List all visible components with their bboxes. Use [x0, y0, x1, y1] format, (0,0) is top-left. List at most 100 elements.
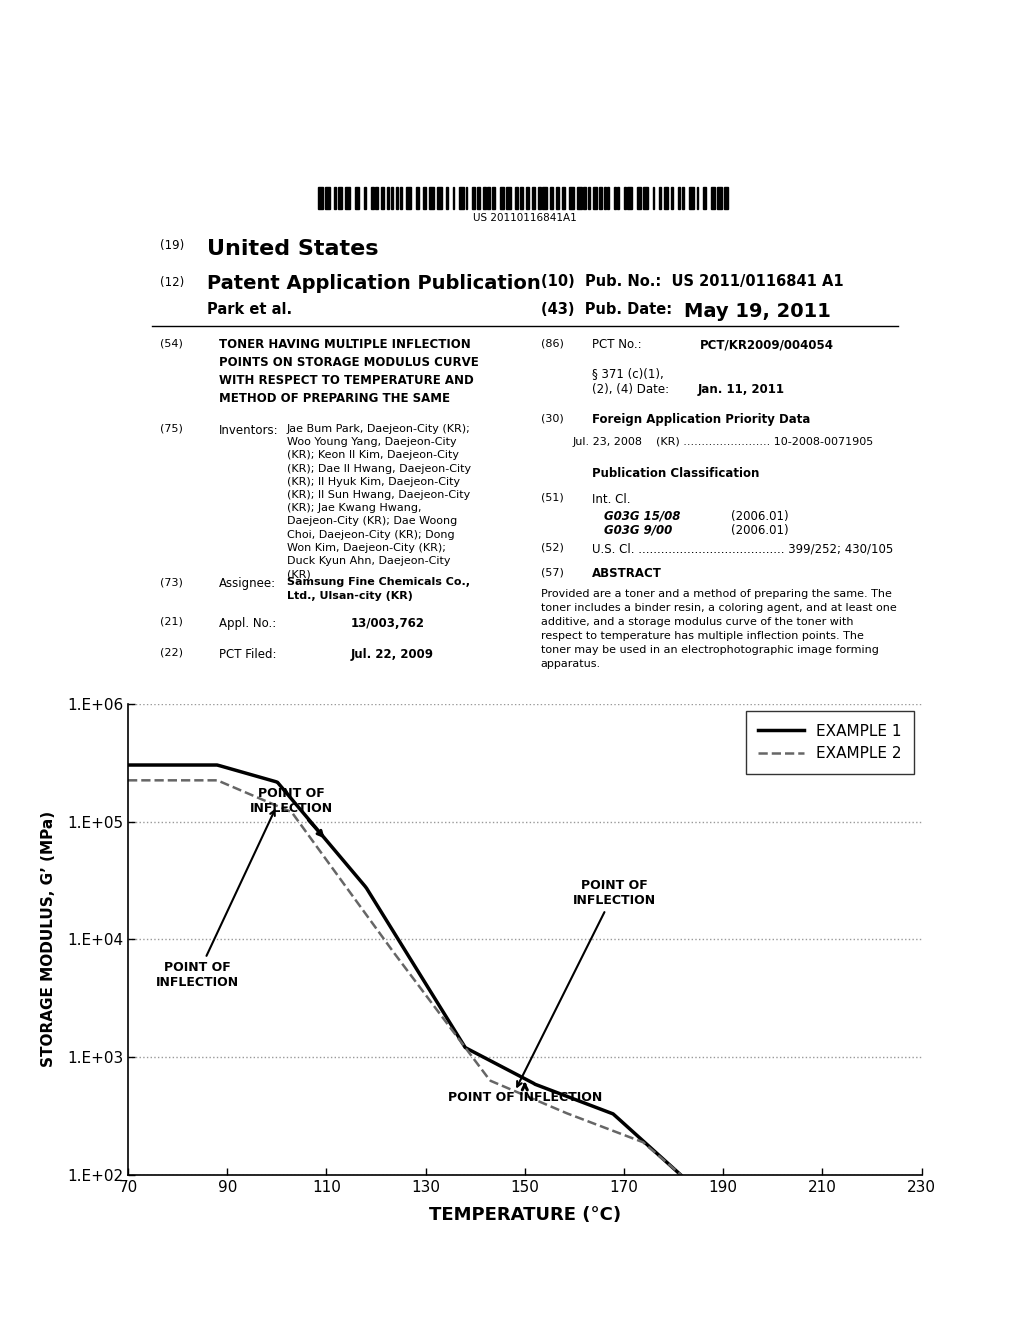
Text: United States: United States — [207, 239, 379, 259]
Bar — [520, 187, 523, 209]
Text: G03G 15/08: G03G 15/08 — [604, 510, 681, 523]
Bar — [689, 187, 693, 209]
Text: Jan. 11, 2011: Jan. 11, 2011 — [697, 383, 784, 396]
Bar — [487, 187, 490, 209]
EXAMPLE 2 — [499, 1078, 511, 1094]
Bar — [637, 187, 641, 209]
Bar — [599, 187, 602, 209]
Bar — [531, 187, 535, 209]
Text: POINT OF
INFLECTION: POINT OF INFLECTION — [250, 787, 333, 836]
Bar — [453, 187, 455, 209]
Bar — [550, 187, 553, 209]
EXAMPLE 2 — [504, 1081, 516, 1097]
Bar — [423, 187, 426, 209]
Text: Park et al.: Park et al. — [207, 301, 293, 317]
EXAMPLE 1 — [499, 1060, 511, 1076]
Bar — [437, 187, 441, 209]
Text: (43)  Pub. Date:: (43) Pub. Date: — [541, 301, 672, 317]
Text: PCT Filed:: PCT Filed: — [219, 648, 276, 661]
Bar — [387, 187, 389, 209]
EXAMPLE 1 — [915, 1234, 928, 1250]
EXAMPLE 1 — [551, 1085, 563, 1101]
Bar — [659, 187, 660, 209]
X-axis label: TEMPERATURE (°C): TEMPERATURE (°C) — [429, 1205, 621, 1224]
Bar — [381, 187, 384, 209]
Bar — [569, 187, 574, 209]
Text: U.S. Cl. ....................................... 399/252; 430/105: U.S. Cl. ...............................… — [592, 543, 894, 556]
Text: (75): (75) — [160, 424, 182, 434]
Bar — [492, 187, 495, 209]
Bar — [334, 187, 336, 209]
Text: (2006.01): (2006.01) — [731, 524, 788, 537]
Text: (12): (12) — [160, 276, 184, 289]
Text: (73): (73) — [160, 577, 182, 587]
Bar — [338, 187, 342, 209]
Bar — [577, 187, 582, 209]
Text: (2006.01): (2006.01) — [731, 510, 788, 523]
Bar — [400, 187, 401, 209]
Bar — [652, 187, 654, 209]
Line: EXAMPLE 1: EXAMPLE 1 — [128, 766, 922, 1242]
Text: (54): (54) — [160, 338, 182, 348]
Bar — [446, 187, 449, 209]
Text: (21): (21) — [160, 616, 182, 627]
Y-axis label: STORAGE MODULUS, G’ (MPa): STORAGE MODULUS, G’ (MPa) — [41, 812, 55, 1068]
EXAMPLE 2 — [915, 1249, 928, 1265]
Bar — [614, 187, 615, 209]
Bar — [624, 187, 626, 209]
Text: (57): (57) — [541, 568, 563, 577]
Bar — [429, 187, 434, 209]
Bar — [416, 187, 419, 209]
Text: (19): (19) — [160, 239, 184, 252]
Bar — [678, 187, 680, 209]
Bar — [515, 187, 518, 209]
Text: Inventors:: Inventors: — [219, 424, 279, 437]
Text: US 20110116841A1: US 20110116841A1 — [473, 213, 577, 223]
Bar — [664, 187, 669, 209]
Text: (52): (52) — [541, 543, 563, 553]
Text: Jae Bum Park, Daejeon-City (KR);
Woo Young Yang, Daejeon-City
(KR); Keon Il Kim,: Jae Bum Park, Daejeon-City (KR); Woo You… — [287, 424, 471, 579]
Bar — [696, 187, 698, 209]
Bar — [724, 187, 728, 209]
Bar — [682, 187, 684, 209]
Bar — [562, 187, 564, 209]
Text: (10)  Pub. No.:  US 2011/0116841 A1: (10) Pub. No.: US 2011/0116841 A1 — [541, 275, 844, 289]
Bar — [482, 187, 485, 209]
Text: (86): (86) — [541, 338, 563, 348]
Bar — [593, 187, 597, 209]
EXAMPLE 1 — [594, 1101, 606, 1117]
Text: ABSTRACT: ABSTRACT — [592, 568, 663, 579]
Line: EXAMPLE 2: EXAMPLE 2 — [128, 780, 922, 1257]
Bar — [365, 187, 366, 209]
Text: 13/003,762: 13/003,762 — [350, 616, 424, 630]
Bar — [500, 187, 504, 209]
Bar — [703, 187, 706, 209]
Bar — [466, 187, 467, 209]
Bar — [318, 187, 324, 209]
Text: Jul. 22, 2009: Jul. 22, 2009 — [350, 648, 433, 661]
EXAMPLE 1 — [896, 1233, 908, 1249]
Text: Appl. No.:: Appl. No.: — [219, 616, 276, 630]
EXAMPLE 1 — [772, 1218, 784, 1234]
Bar — [643, 187, 648, 209]
Text: Patent Application Publication: Patent Application Publication — [207, 275, 541, 293]
Text: (30): (30) — [541, 413, 563, 424]
Text: PCT/KR2009/004054: PCT/KR2009/004054 — [699, 338, 834, 351]
EXAMPLE 2 — [594, 1118, 606, 1134]
Text: POINT OF
INFLECTION: POINT OF INFLECTION — [517, 879, 655, 1086]
Bar — [711, 187, 716, 209]
Bar — [354, 187, 359, 209]
Text: POINT OF
INFLECTION: POINT OF INFLECTION — [156, 810, 274, 989]
Legend: EXAMPLE 1, EXAMPLE 2: EXAMPLE 1, EXAMPLE 2 — [745, 711, 914, 774]
Text: (51): (51) — [541, 492, 563, 503]
Text: Jul. 23, 2008    (KR) ........................ 10-2008-0071905: Jul. 23, 2008 (KR) .....................… — [572, 437, 873, 447]
Bar — [672, 187, 673, 209]
Text: Int. Cl.: Int. Cl. — [592, 492, 631, 506]
Bar — [390, 187, 393, 209]
Text: Foreign Application Priority Data: Foreign Application Priority Data — [592, 413, 811, 426]
Bar — [617, 187, 620, 209]
Bar — [459, 187, 464, 209]
Bar — [604, 187, 605, 209]
EXAMPLE 2 — [772, 1233, 784, 1249]
Text: Assignee:: Assignee: — [219, 577, 276, 590]
